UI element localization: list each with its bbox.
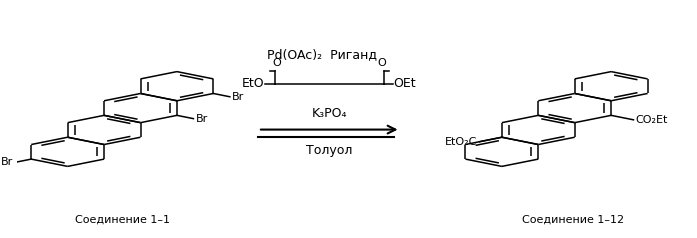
Text: EtO: EtO: [242, 77, 265, 90]
Text: CO₂Et: CO₂Et: [636, 115, 668, 125]
Text: Br: Br: [1, 157, 13, 167]
Text: Соединение 1–12: Соединение 1–12: [523, 215, 625, 225]
Text: O: O: [272, 58, 281, 69]
Text: Br: Br: [195, 114, 208, 124]
Text: OEt: OEt: [394, 77, 416, 90]
Text: Br: Br: [232, 92, 244, 102]
Text: EtO₂C: EtO₂C: [445, 137, 477, 147]
Text: Pd(OAc)₂  Риганд: Pd(OAc)₂ Риганд: [268, 48, 378, 61]
Text: O: O: [378, 58, 387, 69]
Text: Соединение 1–1: Соединение 1–1: [75, 215, 170, 225]
Text: K₃PO₄: K₃PO₄: [312, 107, 347, 120]
Text: Толуол: Толуол: [306, 144, 353, 157]
